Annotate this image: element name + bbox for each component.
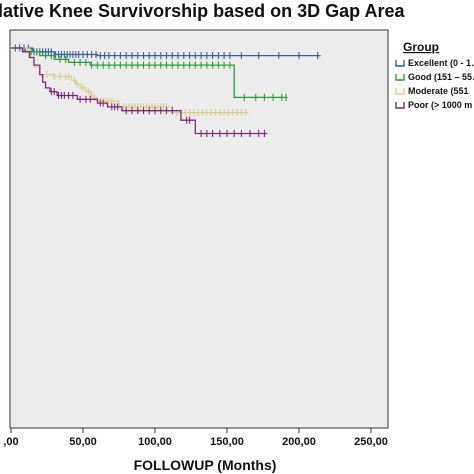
x-tick-label: ,00 (3, 436, 18, 448)
legend: Group Excellent (0 - 1… Good (151 – 55… Mo… (395, 40, 474, 110)
plot-area (9, 29, 389, 429)
legend-label: Moderate (551 (408, 86, 469, 96)
chart-title: lative Knee Survivorship based on 3D Gap… (0, 1, 405, 21)
legend-swatch (395, 60, 405, 67)
x-axis-label: FOLLOWUP (Months) (134, 457, 277, 473)
x-tick-label: 150,00 (210, 436, 244, 448)
legend-swatch (395, 88, 405, 95)
legend-label: Excellent (0 - 1… (408, 58, 474, 68)
x-axis: ,00 50,00 100,00 150,00 200,00 250,00 (3, 428, 388, 448)
series-layer (11, 44, 321, 137)
series-line (11, 47, 249, 114)
legend-swatch (395, 102, 405, 109)
series-line (11, 47, 268, 135)
series-4 (11, 47, 268, 137)
legend-label: Good (151 – 55… (408, 72, 474, 82)
x-tick-label: 50,00 (69, 436, 97, 448)
legend-swatch (395, 74, 405, 81)
legend-title: Group (403, 40, 439, 54)
x-tick-label: 250,00 (354, 436, 388, 448)
x-tick-label: 200,00 (282, 436, 316, 448)
series-line (11, 47, 321, 57)
series-1 (11, 44, 321, 60)
legend-label: Poor (> 1000 m (408, 100, 472, 110)
x-tick-label: 100,00 (138, 436, 172, 448)
series-3 (11, 47, 249, 117)
